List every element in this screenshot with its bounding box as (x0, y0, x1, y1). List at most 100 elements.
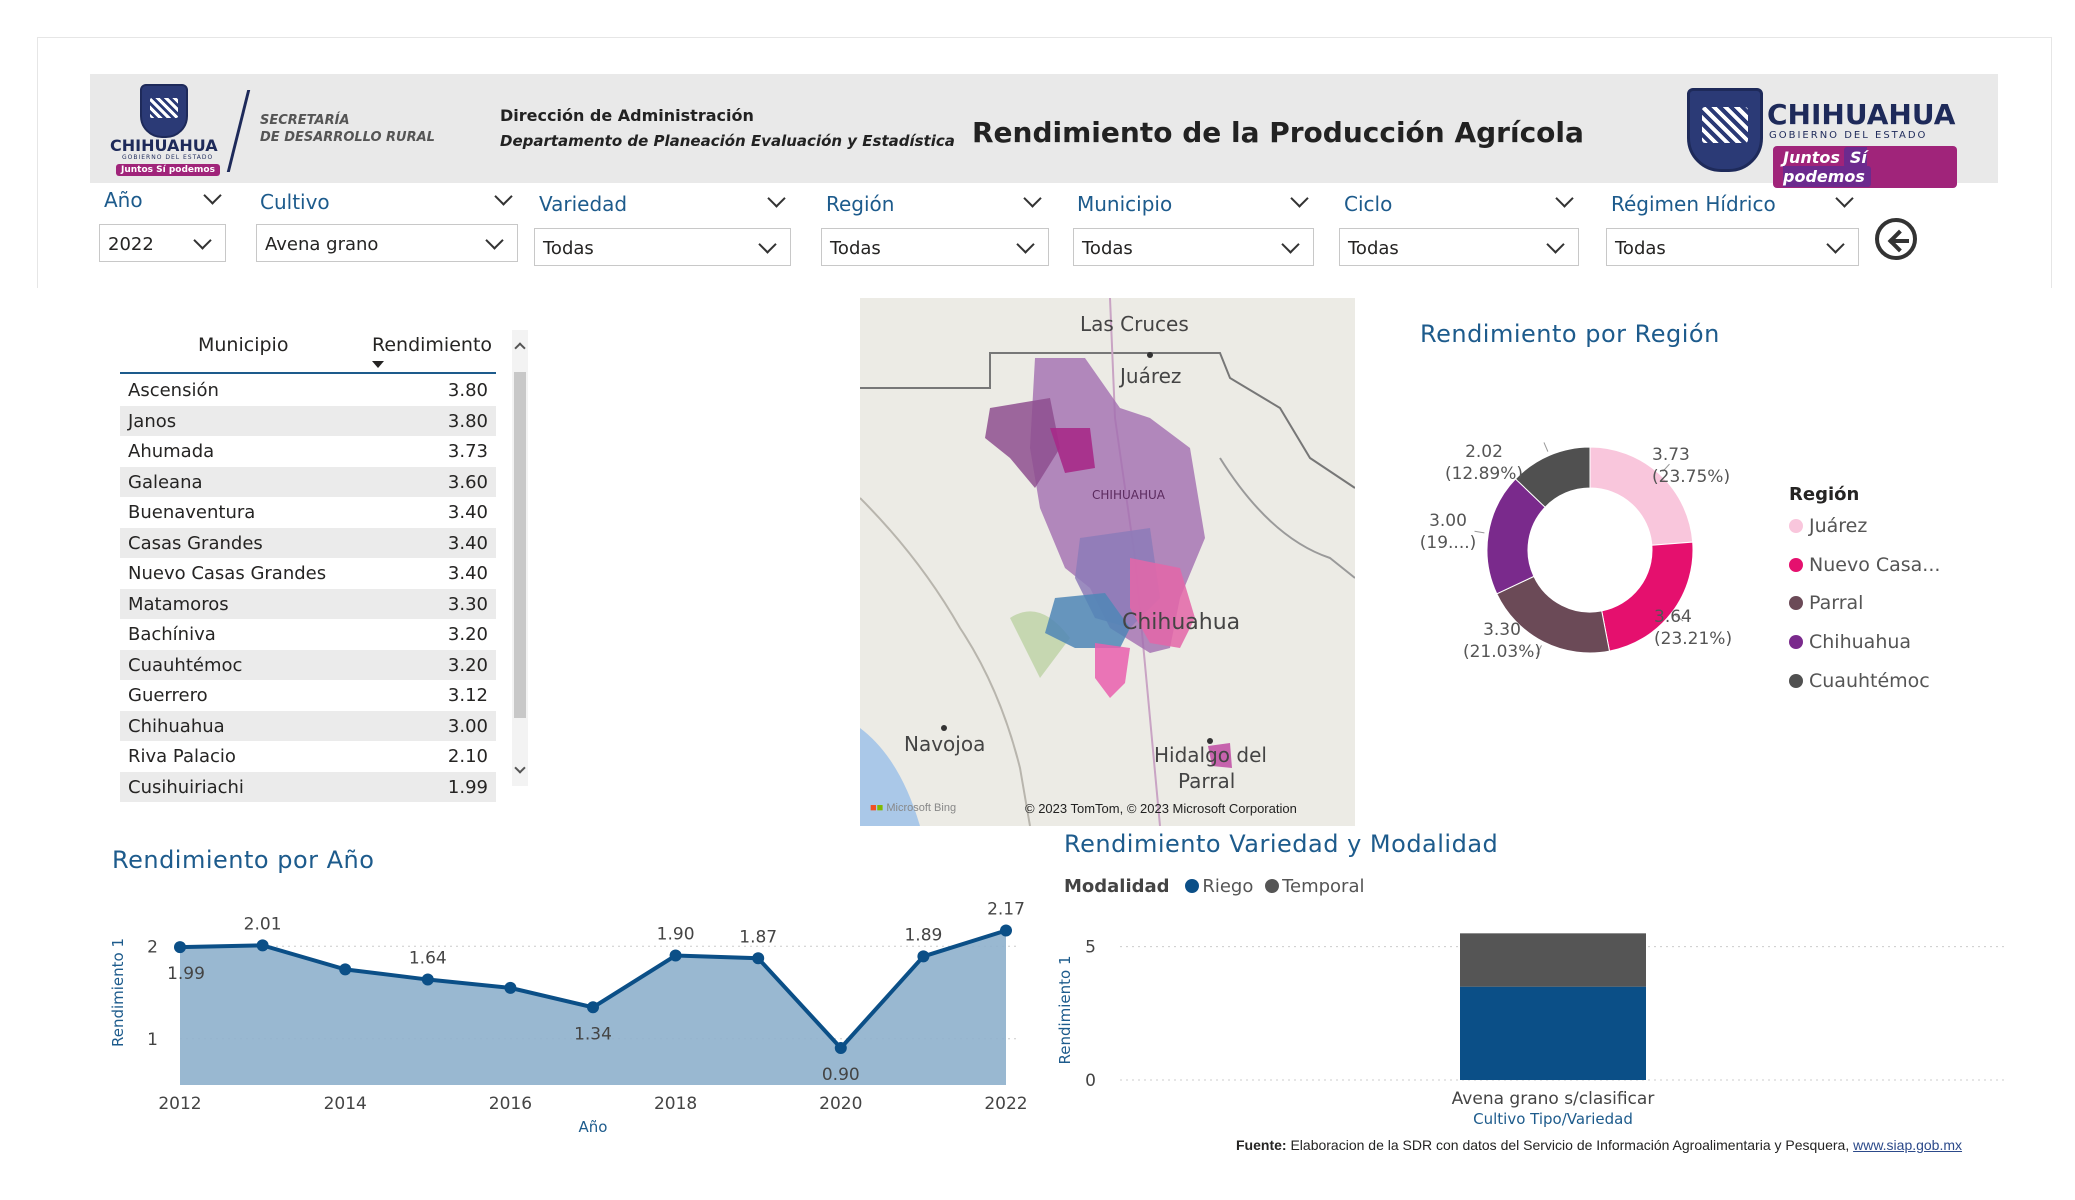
logo-right-pill: Juntos Sí podemos (1773, 146, 1957, 188)
donut-percent-label: (21.03%) (1463, 642, 1541, 662)
crop-value: Avena grano (265, 234, 379, 255)
legend-label: Chihuahua (1809, 631, 1912, 653)
table-row[interactable]: Ascensión 3.80 (120, 375, 496, 406)
data-label: 1.89 (904, 925, 942, 945)
municipio-cell: Ahumada (128, 441, 215, 462)
donut-chart[interactable]: 3.73(23.75%) 3.64(23.21%) 3.30(21.03%) 3.00… (1420, 440, 1760, 750)
rendimiento-cell: 3.60 (447, 471, 488, 493)
logo-right-sub: GOBIERNO DEL ESTADO (1769, 130, 1928, 141)
table-row[interactable]: Guerrero 3.12 (120, 680, 496, 711)
legend-label: Temporal (1282, 876, 1365, 897)
table-row[interactable]: Janos 3.80 (120, 405, 496, 436)
municipio-cell: Cuauhtémoc (128, 654, 243, 676)
scroll-down-icon[interactable] (514, 762, 526, 774)
table-row[interactable]: Riva Palacio 2.10 (120, 741, 496, 772)
back-arrow-button[interactable] (1875, 218, 1917, 260)
variety-dropdown[interactable]: Todas (534, 228, 791, 266)
region-chihuahua-shape[interactable] (1130, 558, 1195, 648)
data-point[interactable] (174, 941, 186, 954)
y-axis-title: Rendimiento 1 (1056, 955, 1074, 1064)
x-tick-label: 2020 (819, 1094, 862, 1114)
area-chart[interactable]: 1.99 2.01 1.64 1.34 1.90 1.87 0.90 1.89 2.17 1 2 20… (100, 880, 1040, 1140)
legend-label: Juárez (1809, 515, 1868, 537)
bar-segment-temporal[interactable] (1460, 933, 1646, 987)
cycle-dropdown[interactable]: Todas (1339, 228, 1579, 266)
legend-dot (1789, 519, 1803, 533)
legend-label: Cuauhtémoc (1809, 670, 1930, 692)
municipio-cell: Chihuahua (128, 715, 225, 737)
donut-slice-5[interactable] (1514, 446, 1591, 508)
table-row[interactable]: Chihuahua 3.00 (120, 710, 496, 741)
map-label-juarez: Juárez (1120, 364, 1182, 388)
department-label: Departamento de Planeación Evaluación y … (500, 132, 955, 150)
secretaria-line2: DE DESARROLLO RURAL (260, 130, 435, 145)
region-casas-grandes-shape[interactable] (1050, 428, 1095, 473)
donut-percent-label: (23.21%) (1654, 629, 1732, 649)
coat-of-arms-icon (140, 84, 188, 138)
legend-item-juarez[interactable]: Juárez (1789, 515, 1867, 537)
legend-item-riego[interactable]: Riego (1185, 876, 1253, 897)
data-point[interactable] (256, 939, 269, 952)
table-row[interactable]: Ahumada 3.73 (120, 436, 496, 467)
region-hidalgo-shape[interactable] (1208, 743, 1232, 768)
municipio-cell: Nuevo Casas Grandes (128, 563, 327, 584)
data-point[interactable] (504, 981, 517, 994)
map-canvas (860, 298, 1355, 826)
region-dropdown[interactable]: Todas (821, 228, 1049, 266)
data-point[interactable] (834, 1042, 847, 1054)
table-row[interactable]: Nuevo Casas Grandes 3.40 (120, 558, 496, 589)
table-scrollbar[interactable] (512, 330, 528, 786)
scroll-up-icon[interactable] (514, 342, 526, 354)
map-label-parral: Parral (1178, 769, 1236, 793)
y-tick-label: 5 (1085, 938, 1096, 958)
legend-dot (1789, 635, 1803, 649)
table-row[interactable]: Cusihuiriachi 1.99 (120, 771, 496, 802)
data-point[interactable] (339, 963, 352, 976)
donut-percent-label: (23.75%) (1652, 467, 1730, 487)
report-frame (37, 37, 2052, 288)
region-nuevo-casas-grandes-shape[interactable] (985, 398, 1060, 488)
data-point[interactable] (669, 949, 682, 962)
data-point[interactable] (587, 1001, 599, 1014)
data-point[interactable] (1000, 924, 1012, 937)
map-label-state: CHIHUAHUA (1092, 488, 1165, 502)
table-row[interactable]: Bachíniva 3.20 (120, 619, 496, 650)
year-dropdown[interactable]: 2022 (99, 224, 226, 262)
scrollbar-thumb[interactable] (514, 372, 526, 718)
water-regime-dropdown[interactable]: Todas (1606, 228, 1859, 266)
region-parral-shape[interactable] (1095, 643, 1130, 698)
region-map[interactable]: Las Cruces Juárez CHIHUAHUA Chihuahua Na… (860, 298, 1355, 826)
municipio-cell: Cusihuiriachi (128, 776, 244, 798)
bar-segment-riego[interactable] (1460, 986, 1646, 1080)
column-header-rendimiento[interactable]: Rendimiento (372, 334, 493, 356)
legend-item-temporal[interactable]: Temporal (1265, 876, 1365, 897)
data-point[interactable] (917, 950, 930, 963)
legend-item-chihuahua[interactable]: Chihuahua (1789, 631, 1911, 653)
legend-item-cuauhtemoc[interactable]: Cuauhtémoc (1789, 670, 1930, 692)
rendimiento-cell: 3.80 (447, 380, 488, 401)
crop-dropdown[interactable]: Avena grano (256, 224, 518, 262)
municipality-dropdown[interactable]: Todas (1073, 228, 1314, 266)
map-label-navojoa: Navojoa (904, 732, 986, 756)
data-point[interactable] (421, 973, 434, 986)
column-header-municipio[interactable]: Municipio (198, 334, 289, 356)
table-row[interactable]: Cuauhtémoc 3.20 (120, 649, 496, 680)
table-row[interactable]: Casas Grandes 3.40 (120, 527, 496, 558)
data-point[interactable] (752, 952, 765, 965)
line-chart-title: Rendimiento por Año (112, 846, 375, 874)
legend-item-nuevo-casas[interactable]: Nuevo Casa... (1789, 554, 1940, 576)
filter-label-variety: Variedad (539, 192, 628, 216)
data-label: 1.64 (409, 949, 447, 969)
donut-value-label: 3.64 (1654, 607, 1692, 627)
table-row[interactable]: Galeana 3.60 (120, 466, 496, 497)
municipio-cell: Ascensión (128, 380, 219, 401)
table-row[interactable]: Matamoros 3.30 (120, 588, 496, 619)
secretaria-line1: SECRETARÍA (260, 113, 350, 128)
source-link[interactable]: www.siap.gob.mx (1853, 1137, 1963, 1153)
region-guerrero-shape[interactable] (1045, 593, 1130, 648)
chevron-down-icon (758, 235, 777, 254)
donut-leader-line (1674, 614, 1684, 622)
legend-item-parral[interactable]: Parral (1789, 592, 1863, 614)
table-row[interactable]: Buenaventura 3.40 (120, 497, 496, 528)
